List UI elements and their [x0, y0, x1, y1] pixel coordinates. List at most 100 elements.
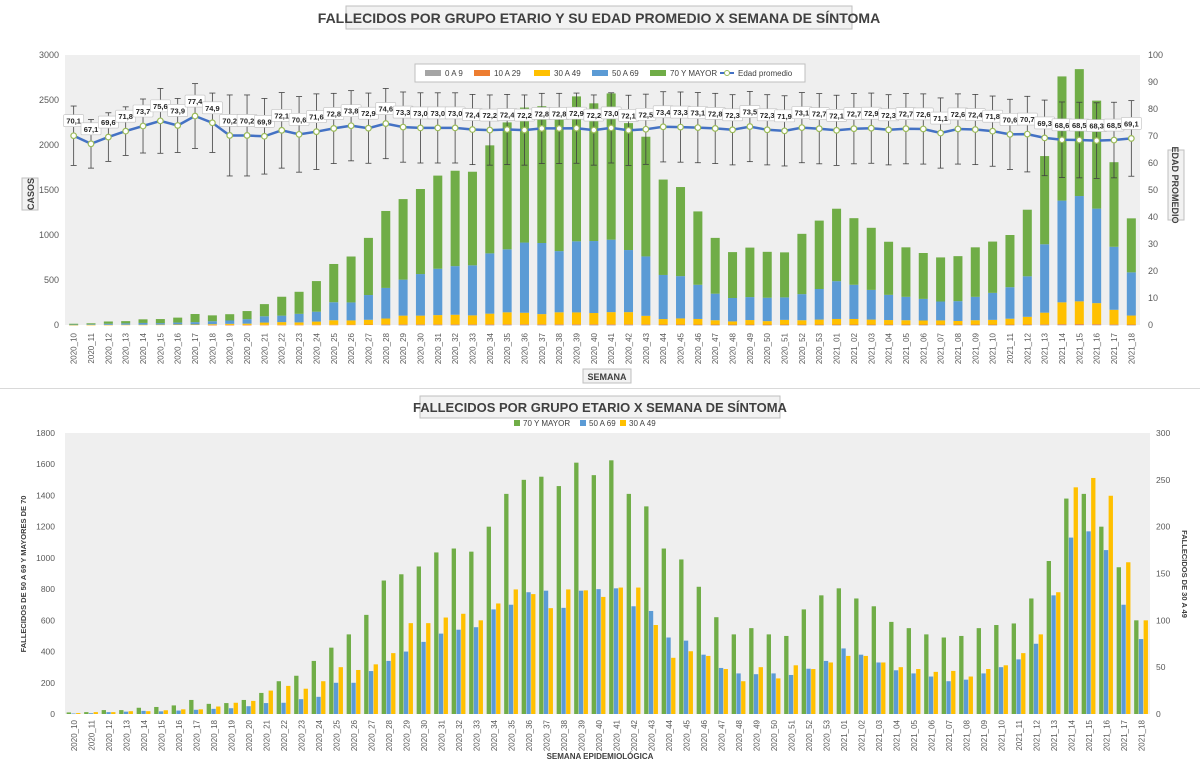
x-tick-label: 2020_38 — [560, 719, 569, 751]
bar-70-y-mayor — [189, 699, 194, 714]
bar-30-a-49 — [986, 669, 991, 714]
data-label: 73,1 — [691, 109, 706, 118]
x-tick-label: 2020_18 — [208, 332, 217, 364]
data-label: 71,8 — [118, 112, 133, 121]
bar-70-y-mayor — [502, 122, 512, 250]
legend: 0 A 9 10 A 29 30 A 49 50 A 69 70 Y MAYOR Edad… — [414, 63, 806, 83]
avg-age-point — [260, 132, 268, 140]
bar-50-a-69 — [141, 710, 146, 714]
bar-30-a-49 — [970, 320, 980, 325]
y-tick-label: 400 — [41, 647, 55, 657]
x-tick-label: 2021_11 — [1006, 332, 1015, 363]
bar-50-a-69 — [158, 711, 164, 714]
x-tick-label: 2020_13 — [122, 332, 131, 364]
avg-age-point — [122, 127, 130, 135]
bar-30-a-49 — [146, 711, 151, 714]
avg-age-point — [538, 125, 546, 132]
y2-tick-label: 80 — [1148, 104, 1158, 114]
bar-50-a-69 — [780, 297, 790, 320]
bar-50-a-69 — [631, 606, 636, 714]
avg-age-point — [399, 123, 407, 131]
bar-50-a-69 — [473, 627, 479, 714]
bar-50-a-69 — [648, 610, 654, 714]
x-tick-label: 2020_44 — [659, 332, 668, 364]
y-tick-label: 1000 — [39, 230, 59, 240]
bar-70-y-mayor — [398, 199, 408, 280]
bar-70-y-mayor — [970, 247, 980, 297]
x-tick-label: 2021_12 — [1023, 332, 1032, 364]
x-tick-label: 2020_37 — [538, 332, 547, 364]
bar-0-a-9 — [554, 324, 564, 326]
avg-age-point — [763, 126, 771, 134]
bar-50-a-69 — [386, 660, 391, 714]
y-tick-label: 600 — [41, 615, 55, 625]
y2-tick-label: 300 — [1156, 428, 1170, 438]
bar-70-y-mayor — [901, 247, 911, 297]
bar-70-y-mayor — [749, 628, 754, 714]
bar-50-a-69 — [866, 289, 876, 320]
bar-10-a-29 — [450, 324, 460, 325]
data-label: 74,6 — [378, 105, 393, 114]
chart-panel-age-clustered: FALLECIDOS POR GRUPO ETARIO X SEMANA DE … — [0, 390, 1200, 763]
x-tick-label: 2020_50 — [770, 719, 779, 751]
bar-70-y-mayor — [953, 256, 963, 302]
data-label: 70,6 — [292, 115, 307, 124]
x-tick-label: 2020_26 — [347, 332, 356, 364]
data-label: 72,9 — [864, 109, 879, 118]
bar-70-y-mayor — [976, 628, 981, 714]
avg-age-point — [885, 126, 892, 134]
bar-50-a-69 — [901, 296, 911, 321]
x-tick-label: 2020_30 — [420, 719, 429, 751]
x-tick-label: 2020_26 — [350, 719, 359, 751]
data-label: 72,9 — [361, 109, 376, 118]
bar-30-a-49 — [953, 320, 963, 325]
bar-30-a-49 — [601, 596, 606, 714]
avg-age-point — [659, 123, 667, 131]
avg-age-point — [833, 126, 840, 134]
bar-50-a-69 — [155, 323, 165, 325]
bar-0-a-9 — [381, 324, 391, 326]
bar-30-a-49 — [111, 712, 116, 714]
bar-70-y-mayor — [433, 175, 443, 269]
bar-50-a-69 — [333, 682, 339, 714]
legend-label: 30 A 49 — [629, 419, 656, 428]
x-tick-label: 2020_51 — [781, 332, 790, 364]
x-tick-label: 2020_27 — [367, 719, 376, 751]
x-tick-label: 2020_52 — [798, 332, 807, 364]
data-label: 77,4 — [188, 97, 203, 106]
bar-0-a-9 — [814, 324, 824, 326]
x-tick-label: 2020_20 — [243, 332, 252, 364]
bar-30-a-49 — [846, 655, 851, 714]
y2-tick-label: 90 — [1148, 77, 1158, 87]
bar-30-a-49 — [554, 312, 564, 325]
data-label: 68,5 — [1107, 121, 1122, 130]
bar-0-a-9 — [745, 324, 755, 326]
bar-10-a-29 — [970, 324, 980, 326]
x-tick-label: 2020_14 — [139, 332, 148, 364]
bar-50-a-69 — [963, 679, 969, 714]
bar-30-a-49 — [728, 321, 738, 325]
bar-70-y-mayor — [486, 526, 491, 714]
x-tick-label: 2020_17 — [192, 719, 201, 751]
data-label: 72,6 — [916, 110, 931, 119]
bar-30-a-49 — [676, 318, 686, 325]
bar-70-y-mayor — [69, 323, 79, 325]
bar-30-a-49 — [688, 651, 693, 714]
bar-70-y-mayor — [381, 210, 391, 288]
data-label: 73,0 — [604, 109, 619, 118]
bar-50-a-69 — [771, 673, 776, 714]
bar-50-a-69 — [228, 708, 234, 714]
avg-age-point — [1093, 137, 1101, 144]
bar-30-a-49 — [277, 322, 287, 325]
bar-0-a-9 — [884, 324, 894, 326]
x-tick-label: 2021_05 — [902, 332, 911, 364]
bar-10-a-29 — [814, 324, 824, 326]
bar-0-a-9 — [519, 324, 529, 326]
bar-70-y-mayor — [241, 699, 246, 714]
y2-tick-label: 50 — [1156, 662, 1166, 672]
x-tick-label: 2020_22 — [280, 719, 289, 751]
bar-50-a-69 — [596, 589, 601, 714]
bar-70-y-mayor — [574, 462, 579, 714]
bar-50-a-69 — [456, 629, 461, 714]
avg-age-point — [313, 128, 320, 136]
